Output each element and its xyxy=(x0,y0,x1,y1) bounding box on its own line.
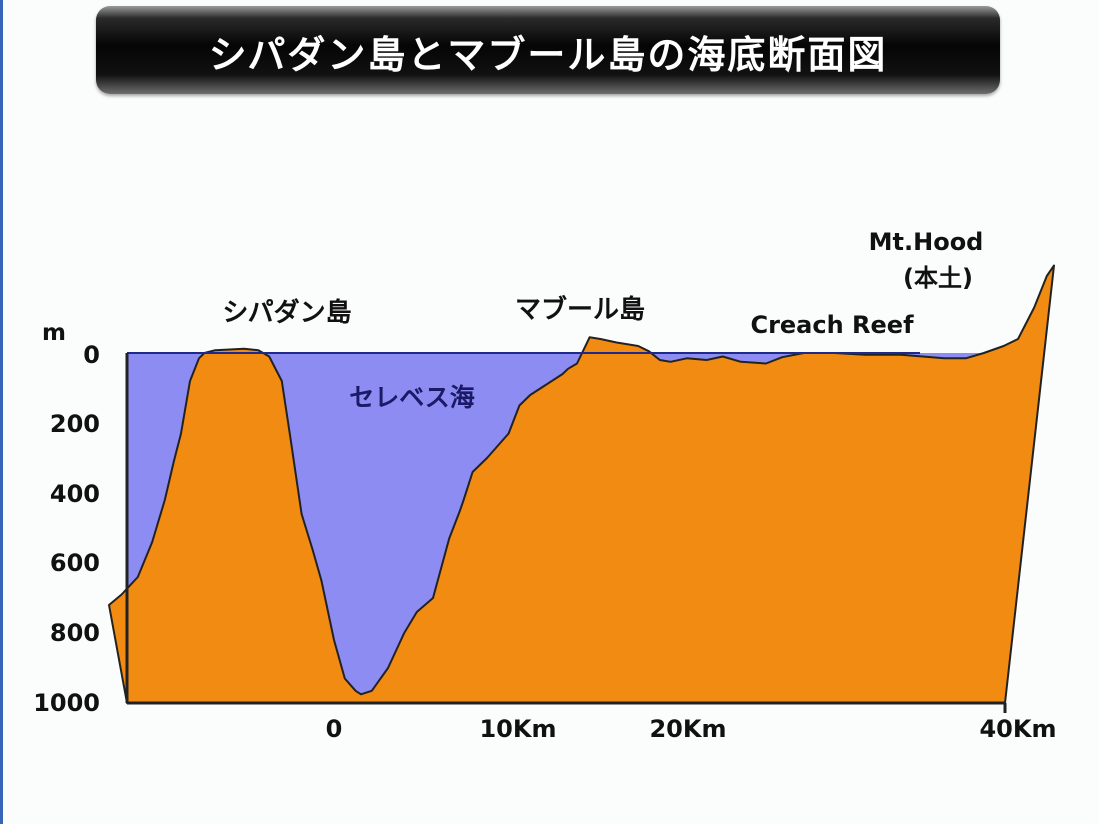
left-edge-border xyxy=(0,0,3,824)
annotation-mt-hood: Mt.Hood xyxy=(869,228,984,256)
y-tick-label: 600 xyxy=(50,549,100,577)
x-tick-label: 40Km xyxy=(979,715,1056,743)
x-tick-label: 20Km xyxy=(649,715,726,743)
annotation-mabul: マブール島 xyxy=(515,294,645,325)
annotation-sipadan: シパダン島 xyxy=(222,297,351,328)
title-banner: シパダン島とマブール島の海底断面図 xyxy=(96,6,1000,94)
chart-title: シパダン島とマブール島の海底断面図 xyxy=(208,33,888,77)
y-tick-label: 800 xyxy=(50,619,100,647)
y-tick-label: 0 xyxy=(83,341,100,369)
x-tick-label: 0 xyxy=(326,715,343,743)
x-tick-label: 10Km xyxy=(479,715,556,743)
y-tick-label: 1000 xyxy=(33,689,100,717)
annotation-creach-reef: Creach Reef xyxy=(750,311,914,339)
y-tick-label: 400 xyxy=(50,480,100,508)
annotation-mainland: (本土) xyxy=(903,264,973,292)
y-tick-label: 200 xyxy=(50,410,100,438)
seafloor-profile xyxy=(108,264,1055,704)
annotation-celebes-sea: セレベス海 xyxy=(349,383,475,412)
y-axis-unit-label: m xyxy=(42,320,66,346)
